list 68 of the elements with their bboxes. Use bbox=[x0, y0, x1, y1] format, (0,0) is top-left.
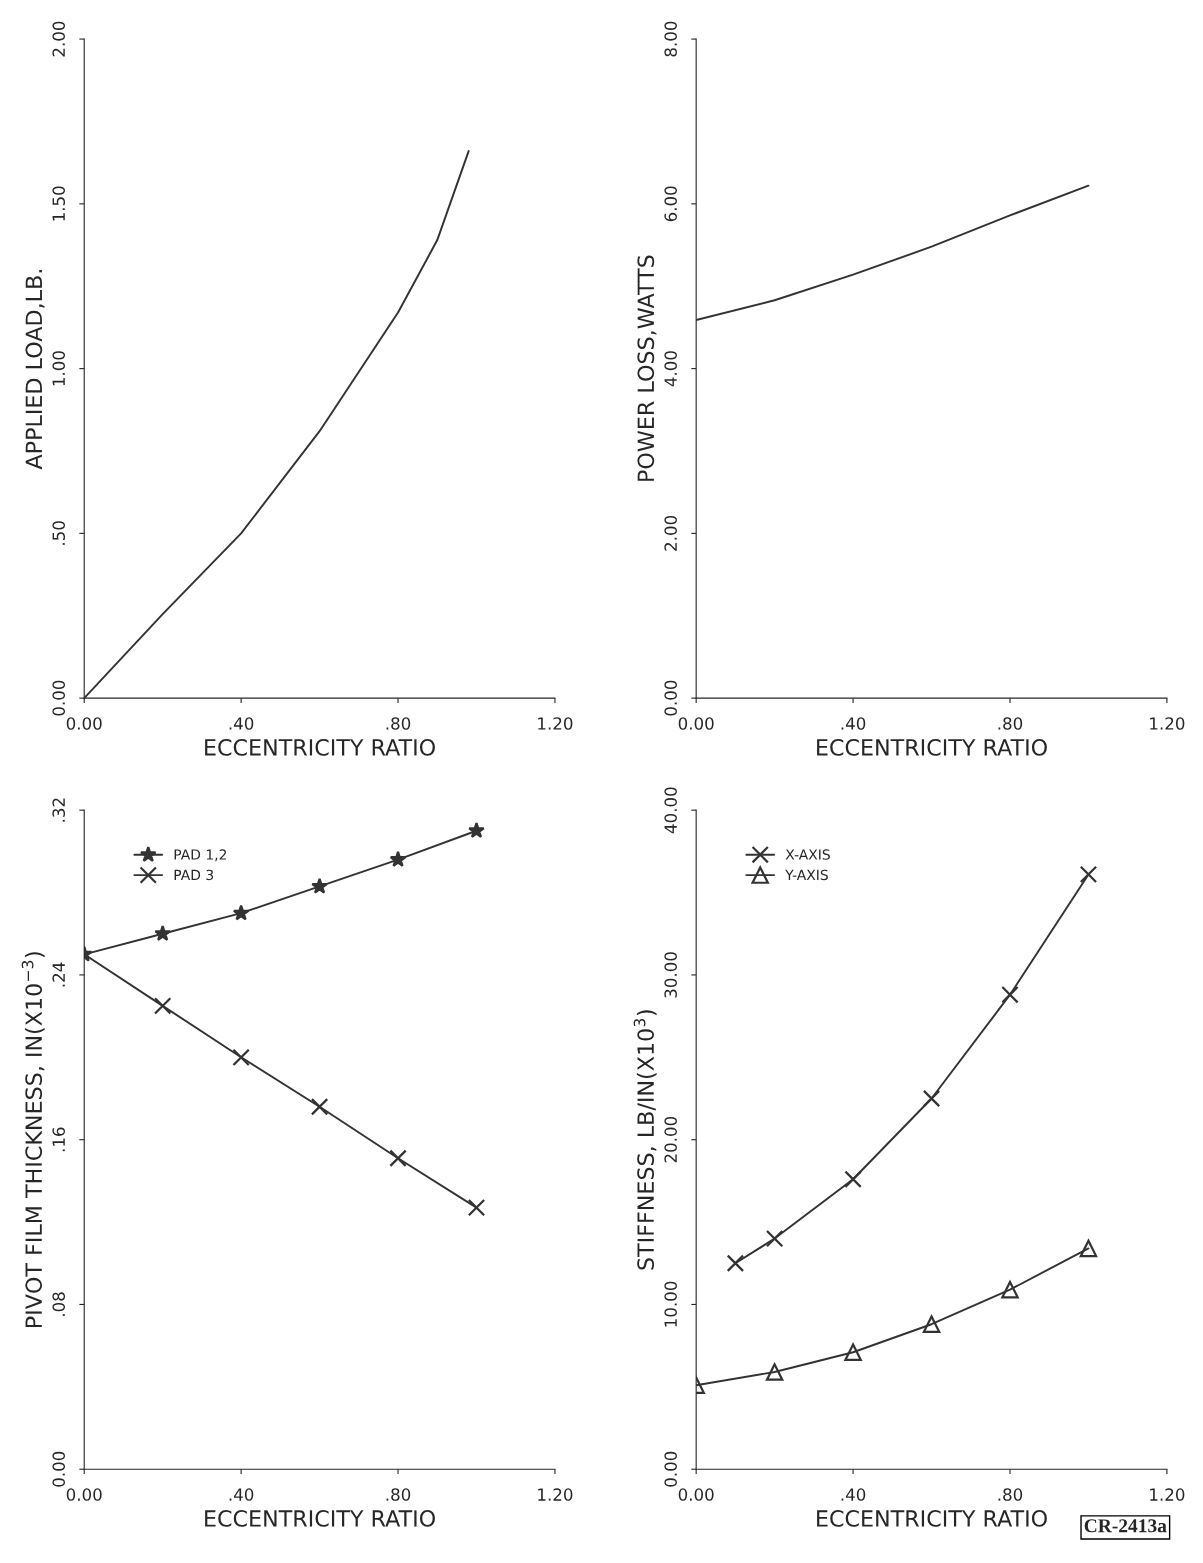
y-tick-label: 8.00 bbox=[664, 21, 677, 57]
y-tick-label: .08 bbox=[52, 1292, 66, 1316]
legend-label: PAD 3 bbox=[174, 869, 214, 881]
legend-label: Y-AXIS bbox=[785, 869, 828, 881]
y-tick-label: 2.00 bbox=[664, 515, 677, 551]
x-tick-label: .40 bbox=[229, 717, 254, 730]
x-tick-label: .80 bbox=[998, 717, 1023, 730]
point bbox=[1079, 865, 1098, 884]
x-tick-label: .40 bbox=[229, 1488, 254, 1501]
legend-label: X-AXIS bbox=[785, 849, 830, 860]
y-tick-label: .50 bbox=[52, 521, 66, 545]
point bbox=[389, 850, 407, 867]
point bbox=[1001, 1280, 1019, 1299]
y-tick-label: 2.00 bbox=[52, 21, 66, 57]
y-tick-label: 6.00 bbox=[664, 186, 677, 222]
point bbox=[311, 877, 328, 894]
x-tick-label: 1.20 bbox=[1150, 1488, 1185, 1501]
x-tick-label: 1.20 bbox=[538, 717, 573, 730]
line-series bbox=[84, 150, 470, 699]
x-tick-label: 0.00 bbox=[66, 1488, 102, 1501]
point bbox=[153, 997, 172, 1015]
y-tick-label: 10.00 bbox=[664, 1281, 677, 1327]
point bbox=[765, 1363, 784, 1381]
point bbox=[154, 924, 172, 942]
y-tick-label: 20.00 bbox=[664, 1116, 677, 1163]
line-series bbox=[696, 184, 1090, 321]
point bbox=[922, 1315, 941, 1333]
x-tick-label: .40 bbox=[841, 717, 866, 730]
point bbox=[844, 1170, 862, 1188]
x-axis-title: ECCENTRICITY RATIO bbox=[817, 738, 1047, 756]
y-axis-title: STIFFNESS, LB/IN(X10$^{3}$) bbox=[633, 1010, 657, 1270]
x-tick-label: .80 bbox=[998, 1488, 1023, 1501]
point bbox=[389, 1149, 407, 1167]
point bbox=[468, 822, 485, 839]
y-axis-title: PIVOT FILM THICKNESS, IN(X10$^{−3}$) bbox=[21, 952, 45, 1328]
x-tick-label: 0.00 bbox=[678, 717, 714, 730]
point bbox=[844, 1343, 862, 1361]
x-axis-title: ECCENTRICITY RATIO bbox=[205, 1510, 435, 1527]
point bbox=[310, 1097, 329, 1116]
y-axis-title: POWER LOSS,WATTS bbox=[637, 255, 657, 481]
x-axis-title: ECCENTRICITY RATIO bbox=[817, 1510, 1047, 1527]
point bbox=[765, 1229, 784, 1248]
point bbox=[232, 1048, 250, 1067]
point bbox=[1079, 1239, 1098, 1258]
point bbox=[467, 1198, 486, 1217]
x-tick-label: 1.20 bbox=[1150, 717, 1185, 730]
y-tick-label: .16 bbox=[52, 1127, 66, 1152]
point bbox=[1001, 985, 1019, 1004]
x-axis-title: ECCENTRICITY RATIO bbox=[205, 738, 435, 756]
x-tick-label: 0.00 bbox=[678, 1488, 714, 1501]
y-tick-label: .24 bbox=[52, 962, 65, 987]
y-tick-label: 4.00 bbox=[664, 351, 677, 387]
x-tick-label: .80 bbox=[386, 717, 411, 730]
x-tick-label: 0.00 bbox=[66, 717, 102, 730]
x-tick-label: .40 bbox=[841, 1488, 866, 1501]
text: CR-2413a bbox=[1084, 1519, 1167, 1533]
y-tick-label: 1.00 bbox=[52, 351, 66, 386]
x-tick-label: .80 bbox=[386, 1488, 411, 1501]
point bbox=[726, 1254, 745, 1273]
y-axis-title: APPLIED LOAD,LB. bbox=[25, 270, 45, 470]
y-tick-label: 1.50 bbox=[52, 186, 66, 221]
point bbox=[922, 1089, 941, 1108]
y-tick-label: .32 bbox=[52, 798, 66, 822]
point bbox=[232, 904, 250, 921]
legend-label: PAD 1,2 bbox=[174, 849, 227, 862]
y-tick-label: 30.00 bbox=[664, 952, 677, 998]
y-tick-label: 40.00 bbox=[664, 787, 677, 834]
x-tick-label: 1.20 bbox=[538, 1488, 573, 1501]
